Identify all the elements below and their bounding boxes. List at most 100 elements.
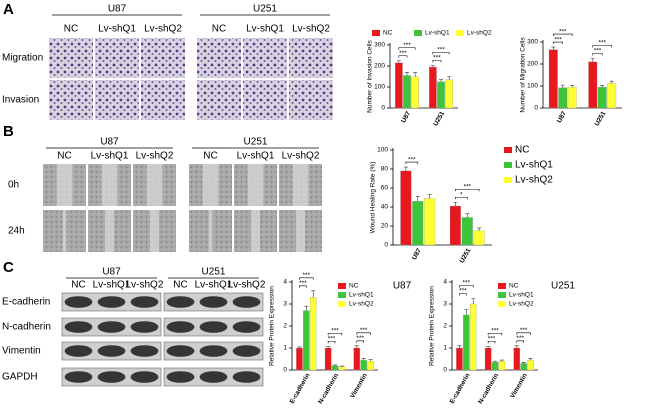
error-bar: [413, 72, 418, 77]
bar: [367, 361, 374, 371]
legend-label: Lv-shQ2: [349, 301, 374, 308]
blot-band: [199, 345, 228, 357]
chart-title: U87: [393, 281, 412, 292]
legend-swatch: [498, 301, 506, 307]
y-tick-label: 200: [374, 63, 385, 70]
x-tick-label: U251: [432, 110, 446, 127]
group-title: U251: [244, 137, 268, 148]
blot-band: [64, 321, 93, 333]
error-bar: [600, 85, 605, 88]
micrograph: [243, 38, 287, 78]
significance-bracket: [459, 293, 467, 296]
blot-band: [64, 296, 93, 308]
column-label: Lv-shQ2: [144, 24, 182, 35]
significance-label: ***: [554, 36, 562, 43]
micrograph: [243, 80, 287, 120]
bar: [463, 314, 470, 371]
micrograph: [95, 38, 139, 78]
y-tick-label: 1: [443, 345, 447, 352]
column-label: Lv-shQ2: [292, 24, 330, 35]
wound-gap: [208, 210, 213, 252]
significance-label: ***: [463, 183, 471, 190]
significance-label: ***: [463, 280, 471, 287]
blot-band: [166, 371, 195, 383]
bar: [567, 86, 577, 109]
legend-swatch: [338, 301, 346, 307]
column-label: Lv-shQ2: [136, 151, 174, 162]
bar: [548, 49, 558, 109]
error-bar: [415, 196, 420, 202]
blot-band: [199, 371, 228, 383]
significance-label: ***: [360, 327, 368, 334]
row-label: GAPDH: [2, 372, 38, 383]
micrograph: [141, 80, 185, 120]
bar: [395, 62, 403, 109]
bar: [473, 230, 485, 246]
significance-bracket: [299, 285, 307, 288]
significance-label: ***: [491, 327, 499, 334]
significance-bracket: [327, 332, 343, 336]
significance-label: ***: [399, 50, 407, 57]
significance-label: ***: [331, 327, 339, 334]
y-tick-label: 200: [527, 61, 538, 68]
legend-swatch: [372, 30, 380, 36]
error-bar: [447, 76, 452, 80]
significance-bracket: [516, 340, 524, 343]
column-label: NC: [203, 151, 217, 162]
y-tick-label: 20: [381, 223, 389, 230]
significance-label: ***: [516, 335, 524, 342]
group-title: U87: [108, 4, 127, 15]
wound-gap: [251, 210, 260, 252]
bar: [588, 61, 598, 109]
bar: [469, 303, 477, 371]
y-tick-label: 0: [443, 367, 447, 374]
column-label: Lv-shQ2: [228, 280, 266, 291]
bar: [558, 87, 568, 109]
error-bar: [528, 358, 533, 361]
bar: [456, 347, 463, 371]
row-label: 0h: [8, 180, 19, 191]
bar: [338, 366, 346, 371]
legend-swatch: [504, 147, 512, 153]
bar: [597, 86, 607, 109]
column-label: Lv-shQ1: [237, 151, 275, 162]
bar: [484, 347, 492, 371]
group-title: U251: [202, 267, 226, 278]
significance-bracket: [398, 55, 408, 58]
blot-band: [130, 321, 159, 333]
legend-label: Lv-shQ1: [349, 292, 374, 299]
row-label: E-cadherin: [2, 297, 50, 308]
x-tick-label: N-cadherin: [477, 372, 500, 405]
error-bar: [311, 290, 316, 298]
micrograph: [49, 80, 93, 120]
y-tick-label: 4: [443, 279, 447, 286]
legend-swatch: [498, 292, 506, 298]
significance-bracket: [356, 332, 371, 335]
micrograph: [141, 38, 185, 78]
group-title: U87: [100, 137, 119, 148]
error-bar: [514, 345, 519, 348]
blot-band: [166, 321, 195, 333]
y-tick-label: 3: [443, 301, 447, 308]
y-axis-label: Relative Protein Expression: [429, 286, 436, 366]
bar: [353, 347, 361, 371]
significance-label: ***: [303, 272, 311, 279]
y-tick-label: 2: [283, 323, 287, 330]
legend-swatch: [504, 177, 512, 183]
y-tick-label: 40: [381, 204, 389, 211]
error-bar: [354, 345, 359, 348]
bar: [445, 79, 453, 109]
bar: [527, 359, 534, 371]
wound-gap: [247, 164, 264, 206]
wound-gap: [202, 164, 219, 206]
error-bar: [453, 201, 458, 207]
x-tick-label: E-cadherin: [289, 372, 312, 405]
x-tick-label: U251: [594, 110, 608, 127]
micrograph: [49, 38, 93, 78]
error-bar: [396, 60, 401, 63]
y-tick-label: 0: [384, 242, 388, 249]
panel-label: A: [3, 1, 14, 18]
y-tick-label: 0: [283, 367, 287, 374]
y-axis-label: Number of Migration Cells: [520, 37, 527, 113]
y-tick-label: 3: [283, 301, 287, 308]
